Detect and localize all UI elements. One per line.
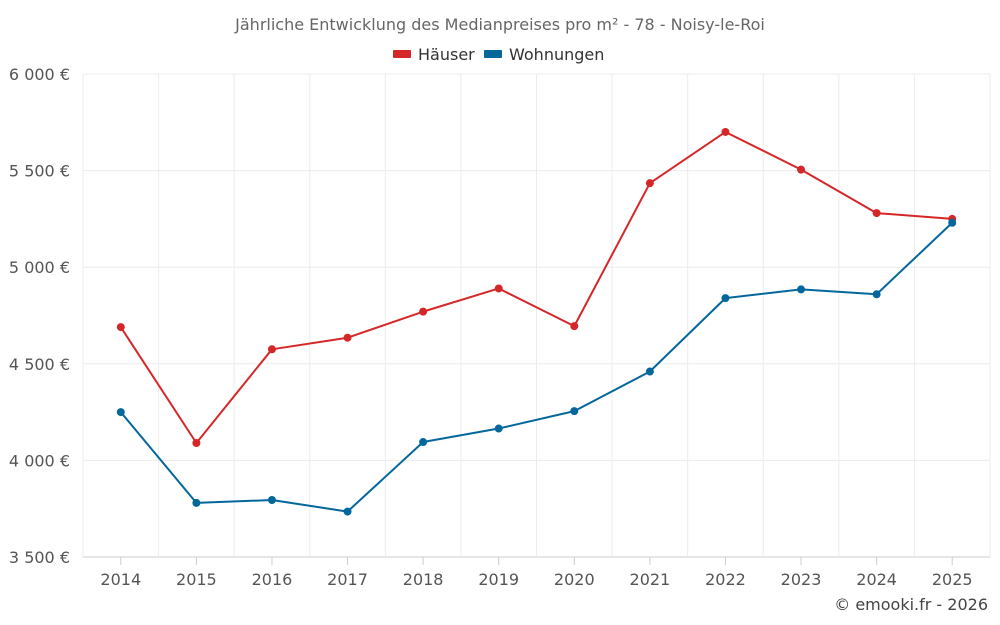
data-point-haeuser[interactable] [343, 333, 352, 342]
x-tick-label: 2021 [630, 570, 671, 589]
series-line-haeuser [119, 130, 953, 445]
data-point-wohnungen[interactable] [267, 496, 276, 505]
legend-item-haeuser[interactable]: Häuser [393, 45, 475, 64]
x-tick-label: 2014 [100, 570, 141, 589]
legend: Häuser Wohnungen [393, 45, 604, 64]
data-point-haeuser[interactable] [797, 165, 806, 174]
data-point-wohnungen[interactable] [872, 290, 881, 299]
x-tick-label: 2018 [403, 570, 444, 589]
x-tick-label: 2015 [176, 570, 217, 589]
x-tick-label: 2024 [856, 570, 897, 589]
series-line-wohnungen [120, 222, 953, 513]
credit-text: © emooki.fr - 2026 [834, 595, 988, 614]
y-axis: 3 500 € 4 000 € 4 500 € 5 000 € 5 500 € 6 000… [9, 65, 70, 567]
y-tick-label: 4 500 € [9, 355, 70, 374]
data-point-wohnungen[interactable] [343, 507, 352, 516]
data-point-wohnungen[interactable] [494, 424, 503, 433]
data-point-haeuser[interactable] [267, 345, 276, 354]
legend-item-wohnungen[interactable]: Wohnungen [484, 45, 604, 64]
data-point-wohnungen[interactable] [645, 367, 654, 376]
y-tick-label: 5 000 € [9, 258, 70, 277]
data-point-haeuser[interactable] [872, 209, 881, 218]
data-point-haeuser[interactable] [645, 179, 654, 188]
data-point-wohnungen[interactable] [116, 408, 125, 417]
x-tick-label: 2016 [252, 570, 293, 589]
series-wohnungen [116, 218, 957, 516]
data-point-wohnungen[interactable] [570, 407, 579, 416]
x-tick-label: 2023 [781, 570, 822, 589]
legend-label-wohnungen: Wohnungen [509, 45, 604, 64]
x-tick-label: 2020 [554, 570, 595, 589]
y-tick-label: 5 500 € [9, 162, 70, 181]
data-point-wohnungen[interactable] [192, 498, 201, 507]
x-tick-label: 2025 [932, 570, 973, 589]
series-layer [116, 127, 957, 516]
data-point-haeuser[interactable] [721, 127, 730, 136]
legend-swatch-haeuser [393, 50, 411, 58]
x-tick-label: 2019 [478, 570, 519, 589]
y-tick-label: 3 500 € [9, 548, 70, 567]
grid [82, 73, 991, 558]
x-tick-label: 2017 [327, 570, 368, 589]
data-point-wohnungen[interactable] [721, 294, 730, 303]
data-point-haeuser[interactable] [192, 439, 201, 448]
y-tick-label: 6 000 € [9, 65, 70, 84]
data-point-haeuser[interactable] [570, 322, 579, 331]
x-axis: 2014 2015 2016 2017 2018 2019 2020 2021 2022 2023… [100, 557, 973, 589]
data-point-haeuser[interactable] [419, 307, 428, 316]
y-tick-label: 4 000 € [9, 451, 70, 470]
data-point-haeuser[interactable] [116, 323, 125, 332]
data-point-haeuser[interactable] [494, 284, 503, 293]
legend-label-haeuser: Häuser [418, 45, 475, 64]
chart-title: Jährliche Entwicklung des Medianpreises … [234, 15, 765, 34]
data-point-wohnungen[interactable] [797, 285, 806, 294]
legend-swatch-wohnungen [484, 50, 502, 58]
data-point-wohnungen[interactable] [948, 218, 957, 227]
x-tick-label: 2022 [705, 570, 746, 589]
data-point-wohnungen[interactable] [419, 438, 428, 447]
